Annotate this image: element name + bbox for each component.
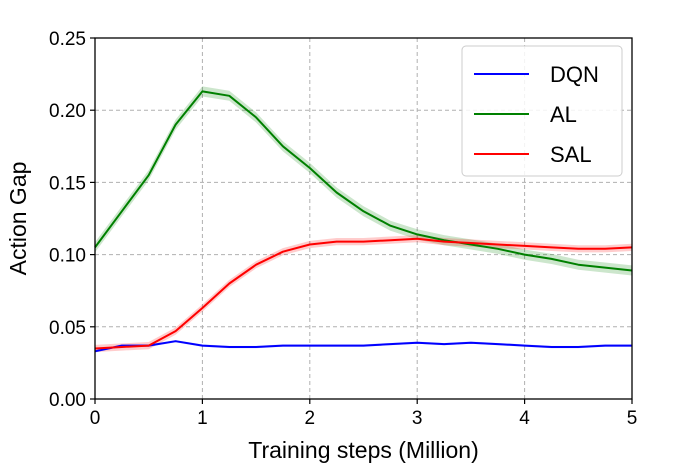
x-tick-label: 0 [90, 408, 101, 429]
legend-frame [461, 45, 623, 177]
legend-label-sal: SAL [550, 142, 592, 167]
x-tick-label: 3 [412, 408, 423, 429]
x-tick-label: 4 [519, 408, 530, 429]
series-line-sal [94, 237, 633, 350]
y-tick-label: 0.05 [49, 318, 86, 339]
axis-ticks: 0 1 2 3 4 5 0.00 0.05 0.10 0.15 0.20 0.25 [49, 29, 637, 429]
x-tick-label: 2 [305, 408, 316, 429]
y-axis-label: Action Gap [5, 162, 31, 276]
plot-frame [94, 37, 633, 400]
series-lines [94, 90, 633, 353]
legend-label-dqn: DQN [550, 62, 599, 87]
y-tick-label: 0.20 [49, 101, 86, 122]
series-line-al [94, 90, 633, 272]
legend-label-al: AL [550, 102, 577, 127]
y-tick-label: 0.25 [49, 29, 86, 50]
legend: DQN AL SAL [461, 45, 623, 177]
x-tick-label: 5 [627, 408, 638, 429]
x-axis-label: Training steps (Million) [248, 437, 479, 463]
y-tick-label: 0.00 [49, 390, 86, 411]
x-tick-label: 1 [197, 408, 208, 429]
band-sal [95, 235, 632, 353]
series-line-dqn [94, 340, 632, 353]
y-tick-label: 0.10 [49, 246, 86, 267]
y-tick-label: 0.15 [49, 173, 86, 194]
grid [95, 38, 632, 399]
